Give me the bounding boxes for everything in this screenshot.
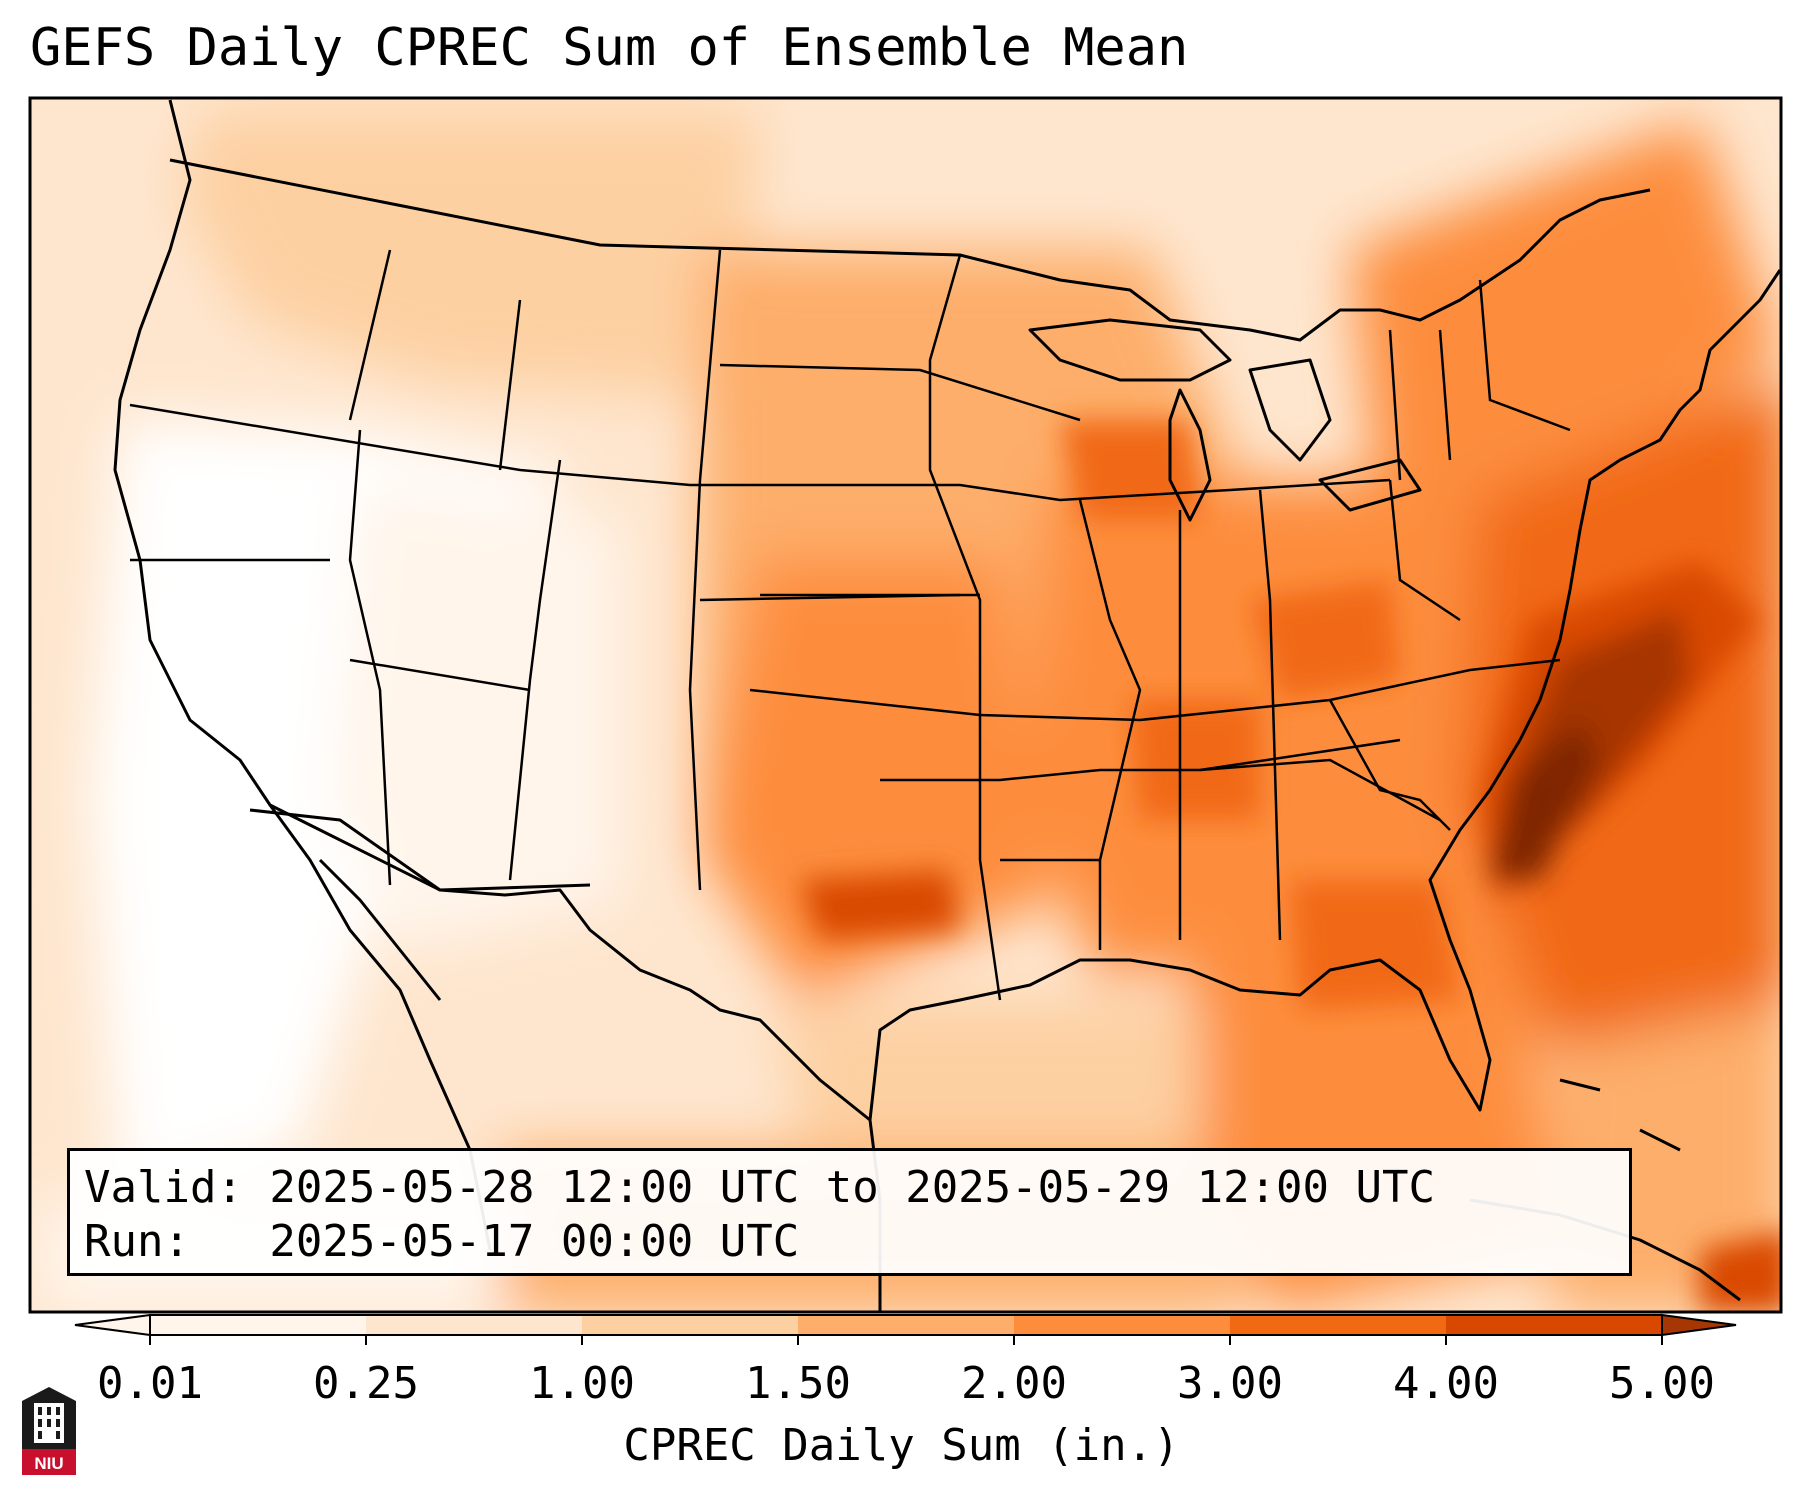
state-borders — [129, 249, 1571, 1001]
colorbar-tick-label: 2.00 — [961, 1358, 1067, 1409]
colorbar-bin — [582, 1315, 798, 1335]
colorbar-tick-label: 1.50 — [745, 1358, 851, 1409]
colorbar-tick-label: 4.00 — [1393, 1358, 1499, 1409]
colorbar — [74, 1313, 1737, 1345]
colorbar-bin — [366, 1315, 582, 1335]
colorbar-bin — [1230, 1315, 1446, 1335]
colorbar-tick-label: 5.00 — [1609, 1358, 1715, 1409]
run-time-text: Run: 2025-05-17 00:00 UTC — [84, 1216, 800, 1267]
logo-text: NIU — [34, 1454, 63, 1473]
colorbar-under-arrow — [74, 1313, 151, 1337]
colorbar-bin — [150, 1315, 366, 1335]
map-frame — [28, 96, 1783, 1314]
valid-run-info-box: Valid: 2025-05-28 12:00 UTC to 2025-05-2… — [67, 1148, 1632, 1276]
colorbar-tick-label: 0.01 — [97, 1358, 203, 1409]
valid-time-text: Valid: 2025-05-28 12:00 UTC to 2025-05-2… — [84, 1162, 1436, 1213]
colorbar-label: CPREC Daily Sum (in.) — [623, 1420, 1180, 1471]
colorbar-tick-label: 0.25 — [313, 1358, 419, 1409]
colorbar-bin — [798, 1315, 1014, 1335]
colorbar-tick-label: 1.00 — [529, 1358, 635, 1409]
map-title: GEFS Daily CPREC Sum of Ensemble Mean — [30, 18, 1189, 78]
niu-building-logo-icon: NIU — [22, 1387, 76, 1475]
colorbar-ticks — [149, 1335, 1663, 1345]
colorbar-outline — [149, 1314, 1663, 1336]
colorbar-over-arrow — [1661, 1313, 1737, 1337]
colorbar-tick-label: 3.00 — [1177, 1358, 1283, 1409]
precip-field — [40, 110, 1781, 1312]
colorbar-bin — [1446, 1315, 1662, 1335]
colorbar-bin — [1014, 1315, 1230, 1335]
